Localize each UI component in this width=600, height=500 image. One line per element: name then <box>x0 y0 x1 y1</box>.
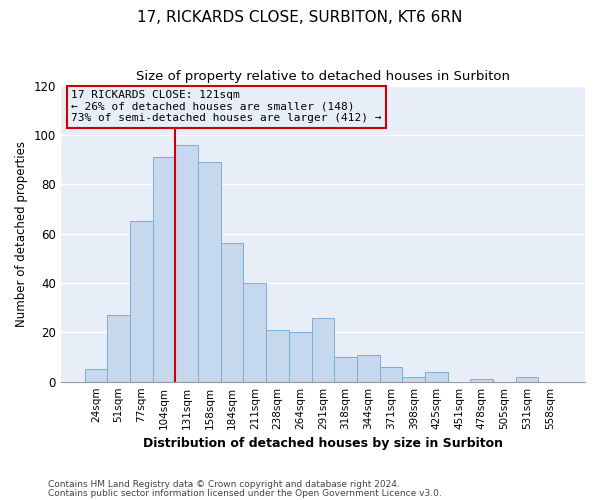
Bar <box>334 357 357 382</box>
Bar <box>175 145 198 382</box>
Bar <box>244 283 266 382</box>
Bar <box>130 222 152 382</box>
Bar <box>198 162 221 382</box>
Text: 17, RICKARDS CLOSE, SURBITON, KT6 6RN: 17, RICKARDS CLOSE, SURBITON, KT6 6RN <box>137 10 463 25</box>
Bar <box>152 157 175 382</box>
Text: 17 RICKARDS CLOSE: 121sqm
← 26% of detached houses are smaller (148)
73% of semi: 17 RICKARDS CLOSE: 121sqm ← 26% of detac… <box>71 90 382 123</box>
Bar <box>516 376 538 382</box>
Bar <box>289 332 311 382</box>
Text: Contains public sector information licensed under the Open Government Licence v3: Contains public sector information licen… <box>48 488 442 498</box>
Title: Size of property relative to detached houses in Surbiton: Size of property relative to detached ho… <box>136 70 510 83</box>
Bar <box>470 379 493 382</box>
Text: Contains HM Land Registry data © Crown copyright and database right 2024.: Contains HM Land Registry data © Crown c… <box>48 480 400 489</box>
Bar <box>221 244 244 382</box>
Bar <box>311 318 334 382</box>
Bar <box>357 354 380 382</box>
X-axis label: Distribution of detached houses by size in Surbiton: Distribution of detached houses by size … <box>143 437 503 450</box>
Bar <box>380 367 403 382</box>
Bar <box>403 376 425 382</box>
Bar <box>266 330 289 382</box>
Bar <box>85 370 107 382</box>
Bar <box>425 372 448 382</box>
Bar <box>107 315 130 382</box>
Y-axis label: Number of detached properties: Number of detached properties <box>15 140 28 326</box>
